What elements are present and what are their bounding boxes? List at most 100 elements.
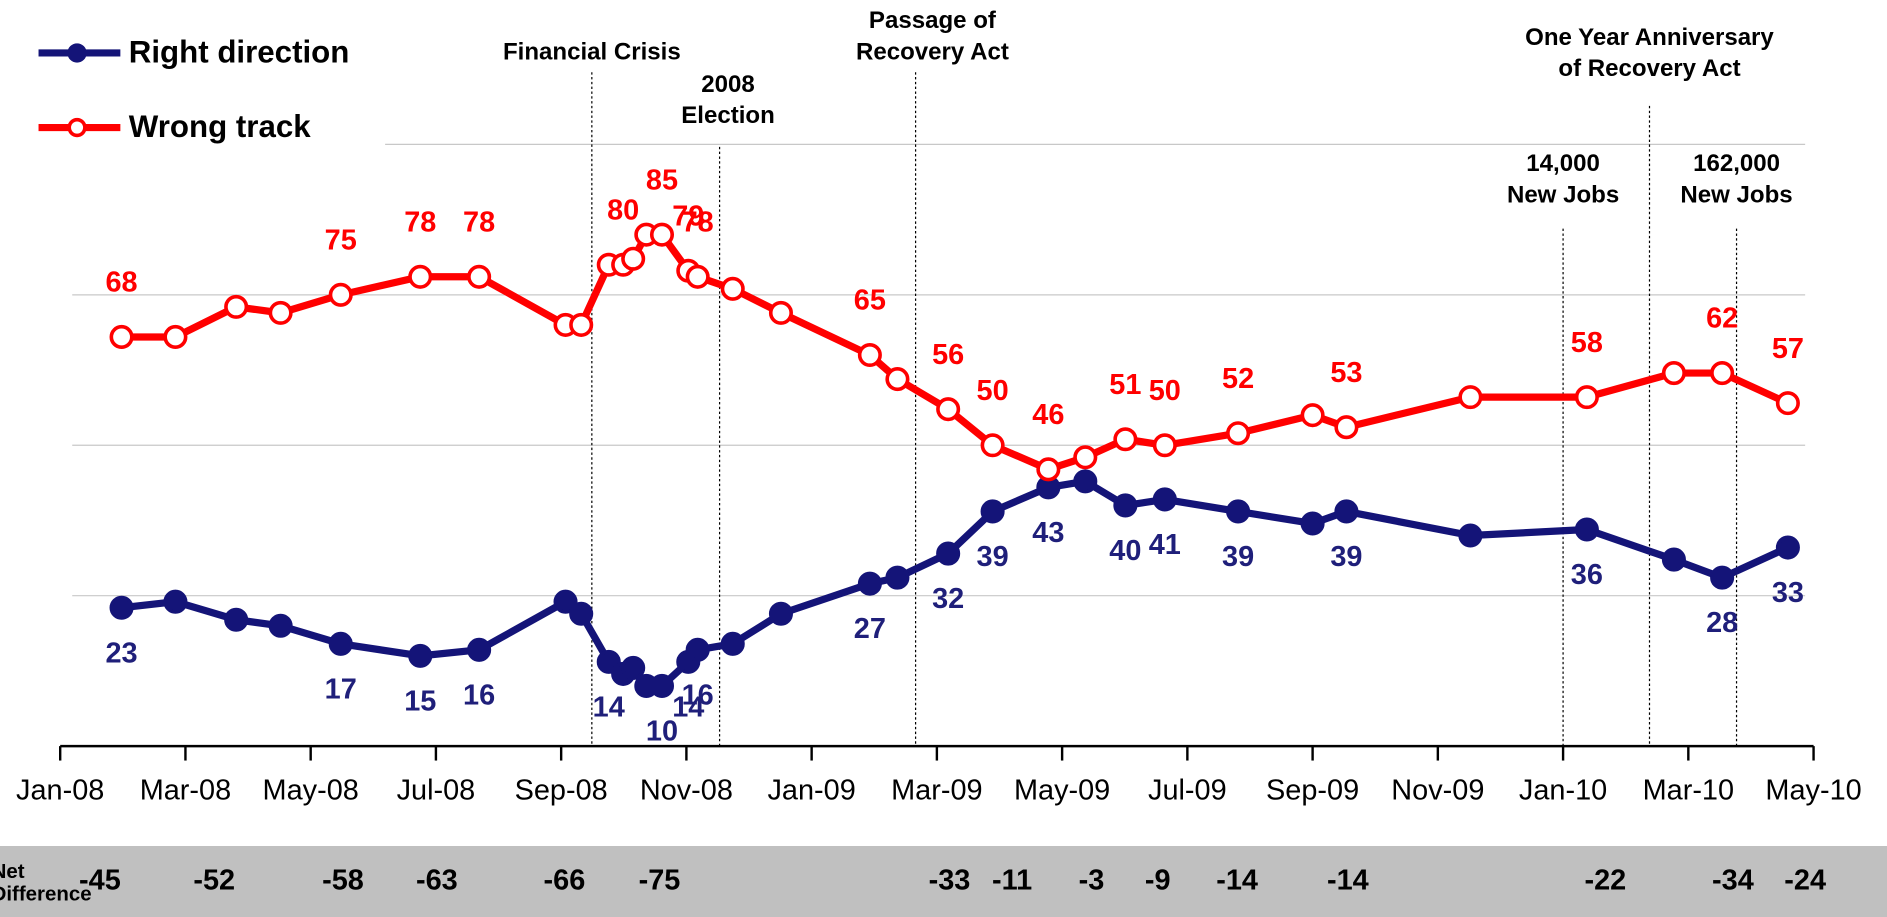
point	[408, 643, 433, 668]
value-label: 68	[106, 267, 138, 299]
annotation-text: 2008	[701, 71, 755, 98]
point	[569, 312, 594, 337]
net-band	[0, 846, 1887, 917]
value-label: 46	[1032, 399, 1064, 431]
point	[768, 601, 793, 626]
net-value: -22	[1585, 865, 1627, 897]
legend-label: Right direction	[129, 34, 350, 69]
point	[1574, 385, 1599, 410]
value-label: 50	[1149, 375, 1181, 407]
point	[1300, 403, 1325, 428]
point	[1113, 427, 1138, 452]
value-label: 78	[682, 206, 714, 238]
point	[685, 264, 710, 289]
point	[1073, 445, 1098, 470]
point	[1574, 517, 1599, 542]
point	[720, 631, 745, 656]
annotation-text: New Jobs	[1680, 182, 1792, 209]
value-label: 32	[932, 583, 964, 615]
value-label: 58	[1571, 327, 1603, 359]
value-label: 53	[1330, 357, 1362, 389]
value-label: 79	[672, 200, 704, 232]
point	[467, 637, 492, 662]
point	[1226, 421, 1251, 446]
point	[1152, 487, 1177, 512]
value-label: 14	[593, 691, 625, 723]
x-tick-label: Jan-10	[1519, 774, 1607, 806]
value-label: 16	[463, 679, 495, 711]
net-value: -58	[322, 865, 364, 897]
value-label: 80	[607, 194, 639, 226]
net-value: -52	[193, 865, 235, 897]
point	[163, 589, 188, 614]
point	[685, 637, 710, 662]
value-label: 39	[1330, 541, 1362, 573]
x-tick-label: Jul-08	[397, 774, 476, 806]
value-label: 85	[646, 164, 678, 196]
net-value: -3	[1079, 865, 1105, 897]
net-value: -9	[1145, 865, 1171, 897]
point	[649, 222, 675, 247]
value-label: 27	[854, 613, 886, 645]
annotation-text: Passage of	[869, 7, 997, 34]
value-label: 23	[106, 637, 138, 669]
point	[936, 541, 961, 566]
point	[1458, 385, 1483, 410]
point	[768, 300, 793, 325]
series-line	[121, 231, 1790, 473]
x-tick-label: May-10	[1765, 774, 1861, 806]
net-value: -75	[639, 865, 681, 897]
net-label: Net	[0, 860, 25, 883]
point	[1152, 433, 1177, 458]
net-value: -34	[1712, 865, 1754, 897]
value-label: 78	[404, 206, 436, 238]
annotation-text: New Jobs	[1507, 182, 1619, 209]
point	[980, 433, 1005, 458]
point	[467, 264, 492, 289]
point	[1036, 457, 1061, 482]
point	[109, 595, 134, 620]
net-label: Difference	[0, 883, 92, 906]
x-tick-label: May-08	[263, 774, 359, 806]
point	[1073, 469, 1098, 494]
legend-marker	[67, 43, 87, 63]
net-value: -33	[929, 865, 971, 897]
legend-marker	[67, 117, 87, 138]
point	[857, 342, 882, 368]
net-value: -14	[1216, 865, 1258, 897]
point	[621, 655, 646, 680]
point	[328, 282, 353, 307]
point	[109, 324, 134, 349]
series-line	[121, 477, 1790, 690]
x-tick-label: Mar-08	[140, 774, 231, 806]
x-tick-label: Sep-09	[1266, 774, 1359, 806]
point	[1113, 493, 1138, 518]
annotation-text: Financial Crisis	[503, 38, 681, 65]
value-label: 14	[672, 691, 704, 723]
point	[1661, 361, 1686, 386]
value-label: 65	[854, 285, 886, 317]
point	[649, 673, 675, 698]
value-label: 10	[646, 716, 678, 748]
point	[328, 631, 353, 656]
x-tick-label: Mar-10	[1643, 774, 1734, 806]
point	[980, 499, 1005, 524]
point	[408, 264, 433, 289]
net-value: -45	[79, 865, 121, 897]
point	[268, 613, 293, 638]
x-tick-label: Jan-08	[16, 774, 104, 806]
x-tick-label: Sep-08	[515, 774, 608, 806]
x-tick-label: Jan-09	[767, 774, 855, 806]
value-label: 40	[1109, 535, 1141, 567]
point	[885, 565, 910, 590]
point	[1226, 499, 1251, 524]
point	[720, 276, 745, 301]
net-value: -63	[416, 865, 458, 897]
point	[224, 294, 249, 319]
x-tick-label: Mar-09	[891, 774, 982, 806]
x-tick-label: Jul-09	[1148, 774, 1227, 806]
point	[1710, 565, 1735, 590]
value-label: 36	[1571, 559, 1603, 591]
